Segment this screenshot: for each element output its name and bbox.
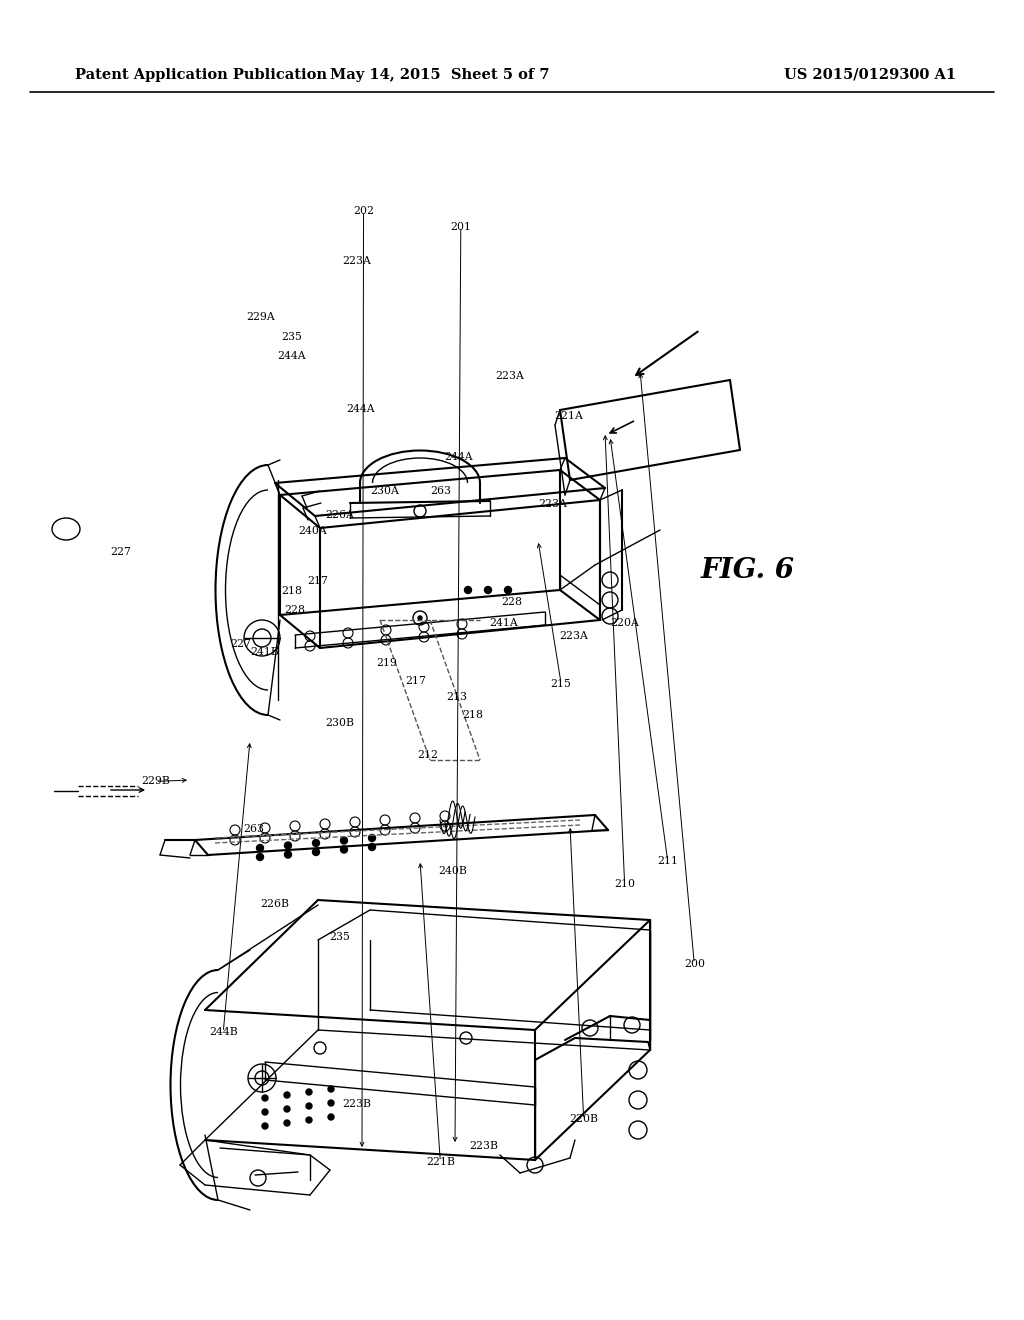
Text: 221B: 221B <box>426 1156 455 1167</box>
Text: 244A: 244A <box>346 404 375 414</box>
Text: 241B: 241B <box>250 647 279 657</box>
Text: 240A: 240A <box>298 525 327 536</box>
Circle shape <box>505 586 512 594</box>
Circle shape <box>306 1089 312 1096</box>
Text: 220B: 220B <box>569 1114 598 1125</box>
Text: 217: 217 <box>307 576 328 586</box>
Text: US 2015/0129300 A1: US 2015/0129300 A1 <box>784 69 956 82</box>
Circle shape <box>328 1086 334 1092</box>
Circle shape <box>256 854 263 861</box>
Circle shape <box>284 1106 290 1111</box>
Text: 226A: 226A <box>326 510 354 520</box>
Text: 211: 211 <box>657 855 678 866</box>
Circle shape <box>284 1092 290 1098</box>
Text: 223A: 223A <box>559 631 588 642</box>
Text: 226B: 226B <box>260 899 289 909</box>
Circle shape <box>328 1114 334 1119</box>
Text: 263: 263 <box>244 824 264 834</box>
Circle shape <box>306 1104 312 1109</box>
Text: 217: 217 <box>406 676 426 686</box>
Text: 227: 227 <box>230 639 251 649</box>
Text: 210: 210 <box>614 879 635 890</box>
Text: 220A: 220A <box>610 618 639 628</box>
Text: 219: 219 <box>377 657 397 668</box>
Text: 202: 202 <box>353 206 374 216</box>
Circle shape <box>484 586 492 594</box>
Text: 244A: 244A <box>278 351 306 362</box>
Text: May 14, 2015  Sheet 5 of 7: May 14, 2015 Sheet 5 of 7 <box>331 69 550 82</box>
Circle shape <box>284 1119 290 1126</box>
Circle shape <box>328 1100 334 1106</box>
Circle shape <box>256 845 263 851</box>
Text: 229B: 229B <box>141 776 170 787</box>
Text: 223A: 223A <box>342 256 371 267</box>
Circle shape <box>312 840 319 846</box>
Text: 241A: 241A <box>489 618 518 628</box>
Text: 223A: 223A <box>496 371 524 381</box>
Text: Patent Application Publication: Patent Application Publication <box>75 69 327 82</box>
Circle shape <box>262 1109 268 1115</box>
Text: 240B: 240B <box>438 866 467 876</box>
Circle shape <box>341 846 347 853</box>
Text: 213: 213 <box>446 692 467 702</box>
Circle shape <box>312 849 319 855</box>
Text: 200: 200 <box>684 958 705 969</box>
Text: 218: 218 <box>282 586 302 597</box>
Circle shape <box>341 837 347 843</box>
Circle shape <box>369 834 376 842</box>
Circle shape <box>285 851 292 858</box>
Circle shape <box>418 616 422 620</box>
Circle shape <box>465 586 471 594</box>
Text: 218: 218 <box>463 710 483 721</box>
Text: 229A: 229A <box>247 312 275 322</box>
Text: 212: 212 <box>418 750 438 760</box>
Text: 228: 228 <box>285 605 305 615</box>
Text: 228: 228 <box>502 597 522 607</box>
Circle shape <box>369 843 376 850</box>
Circle shape <box>262 1096 268 1101</box>
Text: 263: 263 <box>430 486 451 496</box>
Text: 235: 235 <box>282 331 302 342</box>
Circle shape <box>306 1117 312 1123</box>
Text: 215: 215 <box>551 678 571 689</box>
Text: FIG. 6: FIG. 6 <box>701 557 795 583</box>
Text: 221A: 221A <box>554 411 583 421</box>
Text: 244B: 244B <box>209 1027 238 1038</box>
Text: 244A: 244A <box>444 451 473 462</box>
Text: 235: 235 <box>330 932 350 942</box>
Text: 230A: 230A <box>371 486 399 496</box>
Text: 230B: 230B <box>326 718 354 729</box>
Text: 223B: 223B <box>469 1140 498 1151</box>
Text: 223A: 223A <box>539 499 567 510</box>
Text: 227: 227 <box>111 546 131 557</box>
Text: 201: 201 <box>451 222 471 232</box>
Circle shape <box>285 842 292 849</box>
Circle shape <box>262 1123 268 1129</box>
Text: 223B: 223B <box>342 1098 371 1109</box>
